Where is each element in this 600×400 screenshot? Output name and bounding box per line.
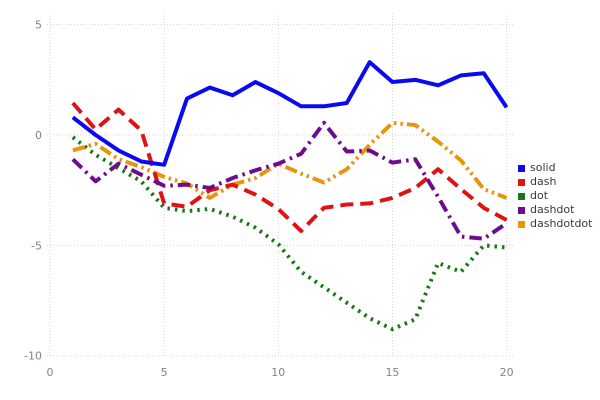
legend-item-dot: dot	[518, 189, 592, 203]
legend-item-dash: dash	[518, 175, 592, 189]
y-tick-label: 0	[35, 129, 42, 142]
series-line-dot	[71, 135, 507, 332]
series-line-dashdotdot	[72, 120, 508, 200]
series-line-dashdot	[71, 120, 508, 241]
legend-item-dashdotdot: dashdotdot	[518, 217, 592, 231]
series-line-dash	[71, 101, 508, 234]
legend-label: dash	[530, 175, 557, 188]
legend-item-solid: solid	[518, 161, 592, 175]
x-tick-label: 10	[271, 366, 285, 379]
legend-label: solid	[530, 161, 556, 174]
y-tick-label: -5	[31, 239, 42, 252]
legend-swatch-icon	[518, 164, 525, 172]
legend-label: dashdot	[530, 203, 575, 216]
legend-item-dashdot: dashdot	[518, 203, 592, 217]
x-tick-label: 5	[161, 366, 168, 379]
legend-swatch-icon	[518, 192, 525, 200]
x-tick-label: 0	[47, 366, 54, 379]
legend-label: dot	[530, 189, 549, 202]
x-tick-label: 20	[500, 366, 514, 379]
legend-swatch-icon	[518, 178, 525, 186]
series-line-solid	[71, 60, 509, 167]
legend-label: dashdotdot	[530, 217, 593, 230]
legend-swatch-icon	[518, 220, 525, 228]
y-tick-label: -10	[24, 350, 42, 363]
legend-swatch-icon	[518, 206, 525, 214]
y-tick-label: 5	[35, 19, 42, 32]
chart-legend: solid dash dot dashdot dashdotdot	[518, 161, 592, 231]
x-tick-label: 15	[385, 366, 399, 379]
